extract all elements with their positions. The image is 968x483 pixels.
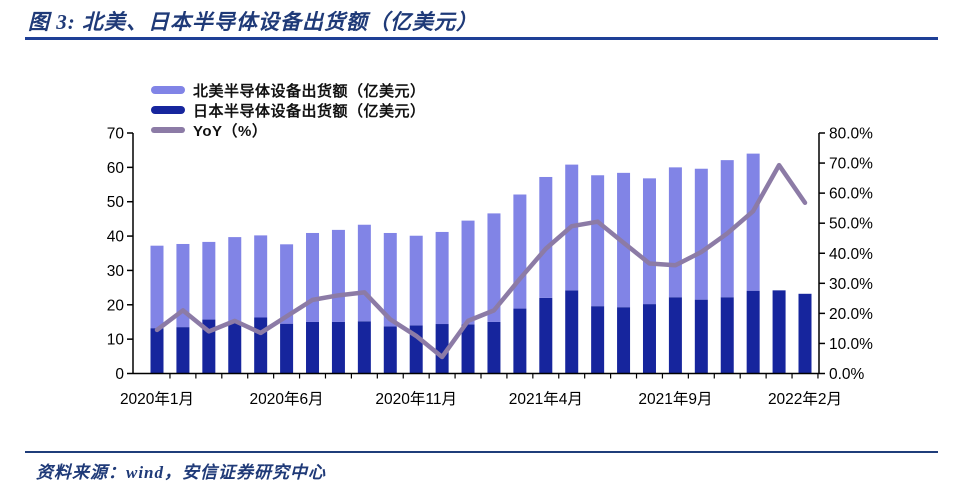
chart-legend: 北美半导体设备出货额（亿美元） 日本半导体设备出货额（亿美元） YoY（%） bbox=[151, 80, 426, 140]
x-axis-tick-label: 2021年4月 bbox=[509, 390, 583, 408]
source-note: 资料来源：wind，安信证券研究中心 bbox=[36, 463, 327, 482]
bars-group bbox=[150, 153, 812, 374]
bar-japan bbox=[150, 328, 164, 374]
x-axis-tick-label: 2020年11月 bbox=[375, 390, 457, 408]
right-axis-tick-label: 0.0% bbox=[829, 366, 865, 383]
bar-japan bbox=[306, 321, 320, 374]
legend-label-north-america: 北美半导体设备出货额（亿美元） bbox=[193, 82, 426, 100]
legend-item-yoy: YoY（%） bbox=[151, 120, 426, 140]
left-axis-tick-label: 10 bbox=[107, 332, 125, 349]
x-axis-tick-label: 2020年1月 bbox=[120, 390, 194, 408]
bar-north-america bbox=[694, 168, 708, 300]
legend-swatch-yoy-icon bbox=[151, 127, 185, 133]
right-axis-tick-label: 80.0% bbox=[829, 126, 873, 143]
bar-japan bbox=[642, 304, 656, 374]
bar-north-america bbox=[176, 243, 190, 328]
title-rule bbox=[25, 37, 938, 40]
bar-north-america bbox=[642, 178, 656, 305]
bar-north-america bbox=[720, 160, 734, 298]
bar-japan bbox=[202, 319, 216, 374]
figure-title: 图 3: 北美、日本半导体设备出货额（亿美元） bbox=[28, 10, 478, 34]
yoy-line-group bbox=[154, 162, 808, 360]
bar-japan bbox=[565, 290, 579, 374]
bar-japan bbox=[435, 324, 449, 374]
bar-north-america bbox=[383, 232, 397, 327]
bar-japan bbox=[746, 290, 760, 374]
right-axis-tick-label: 40.0% bbox=[829, 246, 873, 263]
bar-north-america bbox=[357, 224, 371, 322]
left-axis-tick-label: 70 bbox=[107, 126, 125, 143]
legend-swatch-japan-icon bbox=[151, 106, 185, 114]
bar-japan bbox=[176, 327, 190, 374]
legend-label-japan: 日本半导体设备出货额（亿美元） bbox=[193, 102, 426, 120]
bar-japan bbox=[461, 324, 475, 374]
bar-north-america bbox=[487, 213, 501, 322]
legend-item-north-america: 北美半导体设备出货额（亿美元） bbox=[151, 80, 426, 100]
left-axis-tick-label: 60 bbox=[107, 160, 125, 177]
yoy-line bbox=[154, 162, 808, 360]
bar-north-america bbox=[513, 194, 527, 309]
bar-north-america bbox=[331, 229, 345, 322]
left-axis-tick-label: 30 bbox=[107, 263, 125, 280]
bar-japan bbox=[357, 321, 371, 374]
bar-north-america bbox=[254, 235, 268, 318]
bar-japan bbox=[591, 306, 605, 374]
bar-japan bbox=[694, 299, 708, 374]
x-axis-tick-label: 2022年2月 bbox=[768, 390, 842, 408]
bar-north-america bbox=[150, 245, 164, 329]
bar-japan bbox=[668, 297, 682, 374]
axes-group: 0 10 20 30 40 50 60 70 0.0% 10.0% 20.0% 30.0% 40.0% 5… bbox=[107, 126, 873, 409]
bar-japan bbox=[487, 321, 501, 374]
bar-north-america bbox=[539, 176, 553, 298]
bar-japan bbox=[383, 326, 397, 374]
legend-item-japan: 日本半导体设备出货额（亿美元） bbox=[151, 100, 426, 120]
bar-japan bbox=[798, 293, 812, 374]
bar-japan bbox=[772, 290, 786, 374]
bar-north-america bbox=[202, 241, 216, 320]
left-axis-tick-label: 50 bbox=[107, 194, 125, 211]
x-axis-tick-label: 2020年6月 bbox=[250, 390, 324, 408]
left-axis-tick-label: 0 bbox=[115, 366, 124, 383]
x-axis-tick-label: 2021年9月 bbox=[638, 390, 712, 408]
right-axis-tick-label: 50.0% bbox=[829, 216, 873, 233]
bar-japan bbox=[331, 321, 345, 374]
bar-north-america bbox=[280, 244, 294, 324]
bar-north-america bbox=[746, 153, 760, 291]
bar-north-america bbox=[668, 167, 682, 298]
bar-japan bbox=[720, 297, 734, 374]
right-axis-tick-label: 60.0% bbox=[829, 186, 873, 203]
bar-japan bbox=[254, 317, 268, 374]
legend-label-yoy: YoY（%） bbox=[193, 122, 268, 140]
bar-north-america bbox=[228, 237, 242, 322]
left-axis-tick-label: 40 bbox=[107, 229, 125, 246]
left-axis-tick-label: 20 bbox=[107, 297, 125, 314]
legend-swatch-north-america-icon bbox=[151, 86, 185, 94]
right-axis-tick-label: 70.0% bbox=[829, 156, 873, 173]
bar-japan bbox=[228, 321, 242, 374]
bar-north-america bbox=[435, 231, 449, 325]
source-rule bbox=[25, 451, 938, 453]
bar-north-america bbox=[409, 235, 423, 326]
bar-north-america bbox=[461, 220, 475, 325]
right-axis-tick-label: 30.0% bbox=[829, 276, 873, 293]
bar-north-america bbox=[306, 232, 320, 322]
bar-japan bbox=[280, 323, 294, 374]
bar-north-america bbox=[591, 175, 605, 307]
right-axis-tick-label: 20.0% bbox=[829, 306, 873, 323]
bar-japan bbox=[539, 297, 553, 374]
bar-japan bbox=[617, 307, 631, 374]
right-axis-tick-label: 10.0% bbox=[829, 336, 873, 353]
bar-japan bbox=[513, 308, 527, 374]
